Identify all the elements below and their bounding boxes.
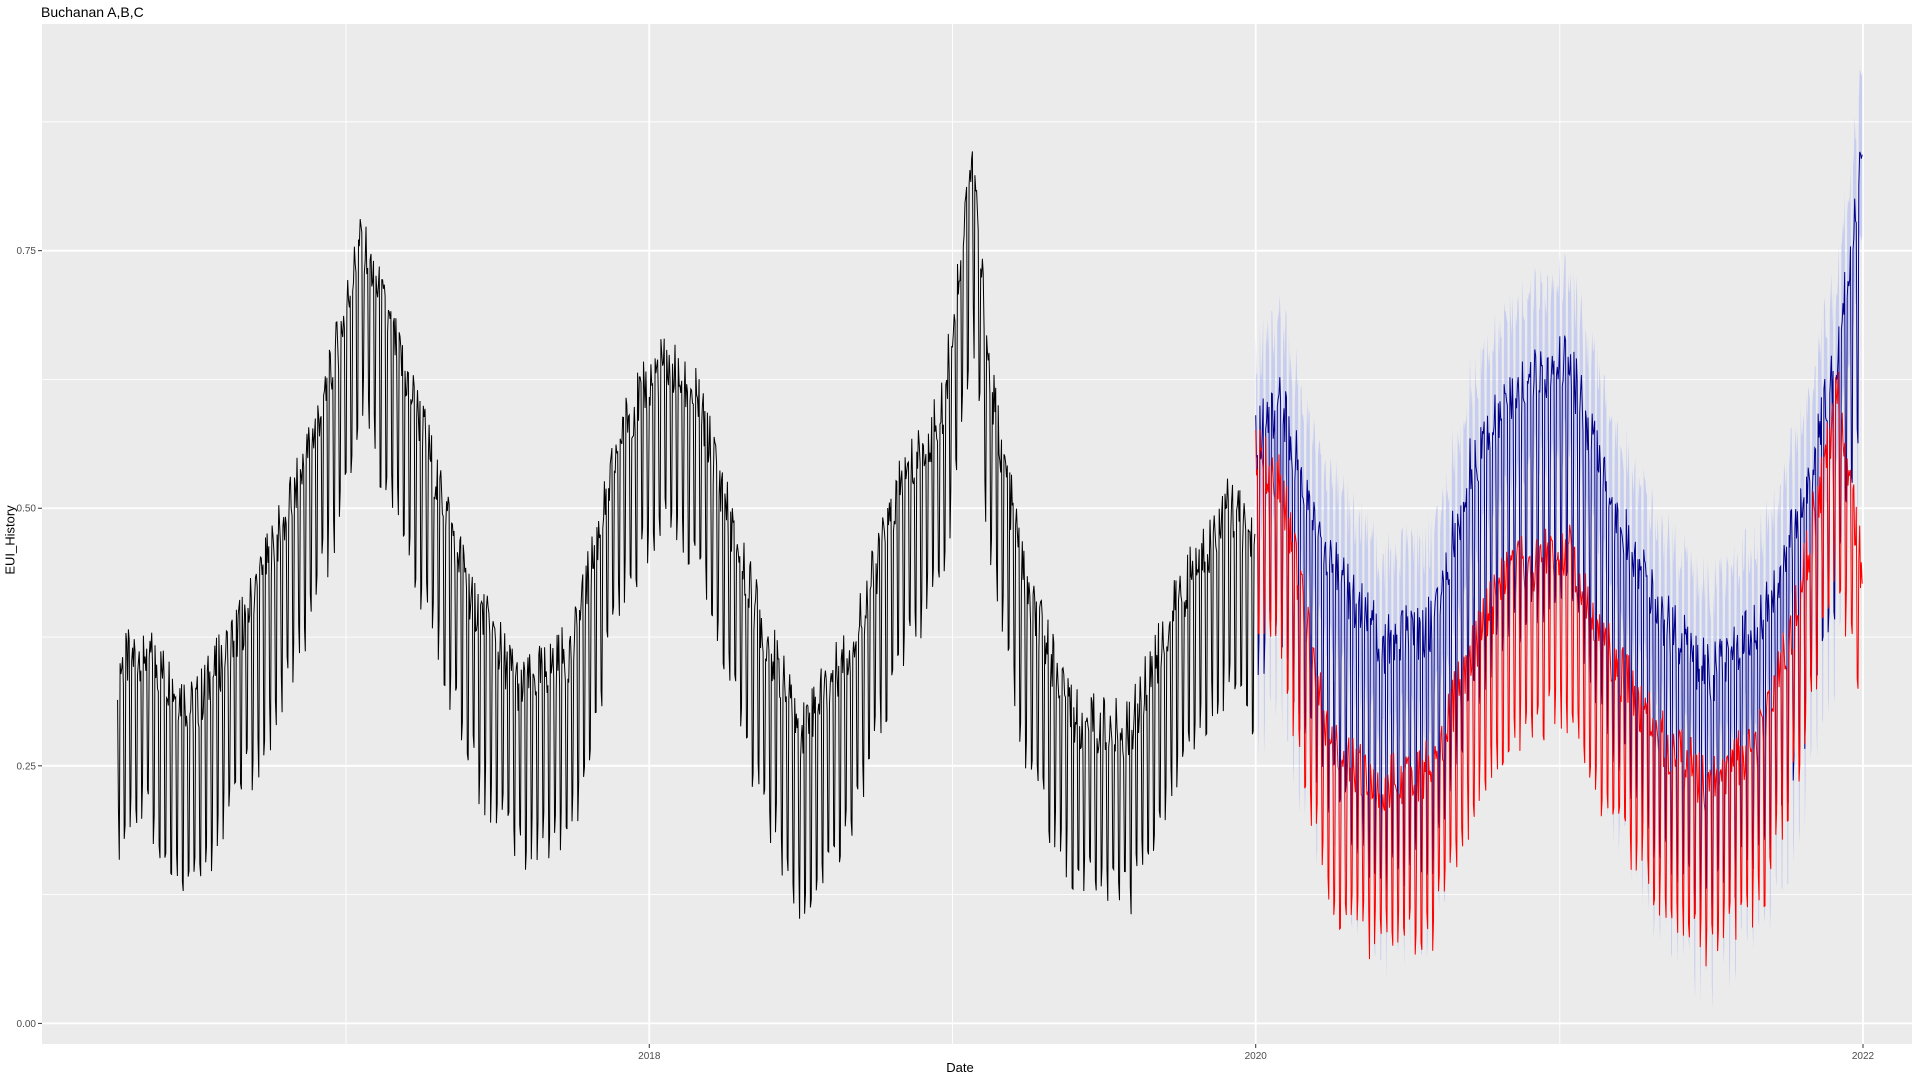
y-tick-label: 0.00 bbox=[17, 1019, 37, 1030]
series-0-line bbox=[117, 151, 1256, 919]
x-axis-label: Date bbox=[946, 1060, 974, 1075]
y-tick-label: 0.25 bbox=[17, 761, 37, 772]
axis-ticks: 2018 2020 2022 0.00 0.25 0.50 0.75 bbox=[17, 246, 1875, 1062]
grid-major bbox=[42, 24, 1912, 1044]
x-tick-label: 2020 bbox=[1245, 1051, 1268, 1062]
chart-title: Buchanan A,B,C bbox=[41, 4, 144, 20]
y-tick-label: 0.50 bbox=[17, 504, 37, 515]
y-tick-label: 0.75 bbox=[17, 246, 37, 257]
series-1-line bbox=[1255, 151, 1863, 927]
series-layer bbox=[117, 69, 1863, 1010]
series-2-line bbox=[1255, 371, 1863, 967]
x-tick-label: 2018 bbox=[638, 1051, 661, 1062]
x-tick-label: 2022 bbox=[1852, 1051, 1875, 1062]
